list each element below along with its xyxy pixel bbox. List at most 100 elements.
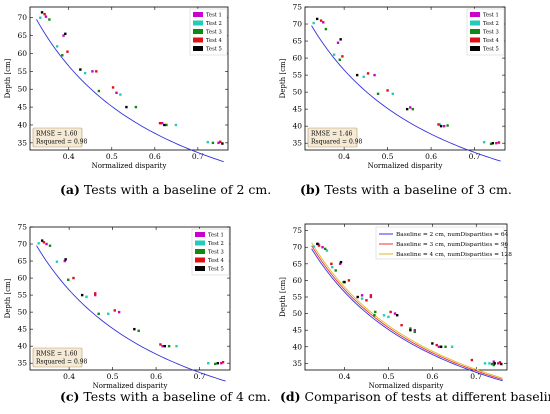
data-point-series-1 bbox=[321, 246, 324, 249]
fit-curve-3 bbox=[311, 242, 503, 379]
legend-swatch-1 bbox=[193, 12, 203, 17]
x-tick-label: 0.5 bbox=[382, 152, 394, 161]
data-point-series-1 bbox=[63, 259, 66, 263]
data-point-series-4 bbox=[95, 70, 98, 73]
legend-swatch-2 bbox=[193, 20, 203, 26]
data-point-series-4 bbox=[437, 123, 440, 126]
data-point-series-2 bbox=[438, 123, 441, 126]
y-tick-label: 65 bbox=[292, 37, 302, 46]
data-point-series-4 bbox=[66, 50, 69, 53]
data-point-series-1 bbox=[360, 294, 364, 297]
chart-d: 0.4 0.5 0.6 0.7 35 40 45 50 55 60 65 70 75 Normalized… bbox=[279, 223, 512, 390]
legend-label-1: Test 1 bbox=[483, 13, 499, 19]
data-point-series-5 bbox=[355, 73, 359, 77]
y-tick-label: 45 bbox=[17, 325, 27, 334]
data-point-series-2 bbox=[331, 265, 334, 269]
data-point-series-2 bbox=[207, 361, 210, 365]
y-tick-label: 70 bbox=[292, 243, 302, 252]
data-point-series-3 bbox=[411, 107, 415, 111]
legend-label-5: Test 5 bbox=[483, 47, 499, 53]
caption-c-label: (c) bbox=[60, 389, 80, 404]
legend-swatch-1 bbox=[470, 12, 480, 17]
stats-line-1: RMSE = 1.46 bbox=[311, 131, 353, 138]
x-tick-label: 0.5 bbox=[106, 152, 118, 161]
data-point-series-5 bbox=[216, 361, 220, 365]
panel-a: 0.4 0.5 0.6 0.7 35 40 45 50 55 60 65 70 Normalized d… bbox=[0, 0, 275, 207]
x-tick-label: 0.4 bbox=[339, 372, 351, 381]
data-point-series-3 bbox=[61, 54, 64, 57]
legend-swatch-2 bbox=[470, 20, 480, 26]
data-point-series-5 bbox=[163, 123, 166, 127]
data-point-series-1 bbox=[437, 345, 441, 348]
data-point-series-1 bbox=[413, 328, 416, 332]
caption-c: (c) Tests with a baseline of 4 cm. bbox=[60, 389, 271, 404]
data-point-series-4 bbox=[42, 241, 46, 244]
y-tick-label: 45 bbox=[292, 105, 302, 114]
x-axis-label: Normalized disparity bbox=[92, 162, 167, 170]
y-tick-label: 55 bbox=[292, 71, 302, 80]
legend-label-2: Test 2 bbox=[206, 21, 222, 27]
y-tick-label: 35 bbox=[17, 138, 27, 147]
x-tick-label: 0.7 bbox=[194, 372, 206, 381]
data-point-series-4 bbox=[158, 121, 162, 125]
fit-curve-1 bbox=[311, 25, 501, 162]
legend-label-2: Test 2 bbox=[483, 21, 499, 27]
data-point-series-4 bbox=[389, 310, 392, 314]
y-tick-label: 65 bbox=[17, 31, 27, 40]
data-point-series-5 bbox=[79, 68, 82, 71]
legend-swatch-5 bbox=[195, 266, 205, 271]
data-point-series-1 bbox=[322, 21, 325, 24]
y-tick-label: 40 bbox=[17, 342, 27, 351]
data-point-series-5 bbox=[500, 362, 503, 366]
data-point-series-5 bbox=[221, 142, 224, 145]
data-point-series-2 bbox=[387, 315, 390, 319]
data-point-series-1 bbox=[338, 262, 342, 266]
data-point-series-5 bbox=[405, 107, 409, 111]
data-point-series-3 bbox=[338, 58, 341, 61]
data-point-series-5 bbox=[493, 362, 496, 365]
x-tick-label: 0.7 bbox=[470, 372, 482, 381]
fit-curve-1 bbox=[311, 248, 503, 382]
data-point-series-1 bbox=[393, 312, 397, 315]
panel-d: 0.4 0.5 0.6 0.7 35 40 45 50 55 60 65 70 75 Normalized… bbox=[275, 207, 550, 414]
legend-label-3: Test 3 bbox=[483, 30, 499, 36]
chart-c: 0.4 0.5 0.6 0.7 35 40 45 50 55 60 65 70 75 Normalized… bbox=[4, 223, 231, 390]
y-tick-label: 50 bbox=[292, 88, 302, 97]
data-point-series-5 bbox=[431, 342, 434, 345]
x-tick-label: 0.6 bbox=[149, 152, 161, 161]
data-point-series-4 bbox=[219, 140, 222, 143]
data-point-series-1 bbox=[44, 15, 48, 18]
y-tick-label: 75 bbox=[292, 3, 302, 12]
x-tick-label: 0.5 bbox=[107, 372, 119, 381]
data-point-series-3 bbox=[374, 310, 377, 314]
data-point-series-3 bbox=[134, 105, 138, 109]
data-point-series-4 bbox=[221, 360, 225, 364]
data-point-series-5 bbox=[409, 328, 412, 332]
data-point-series-2 bbox=[382, 314, 386, 317]
data-point-series-5 bbox=[439, 124, 443, 128]
data-point-series-3 bbox=[211, 141, 215, 145]
data-point-series-4 bbox=[319, 19, 323, 22]
x-tick-label: 0.4 bbox=[63, 152, 75, 161]
data-point-series-4 bbox=[159, 343, 162, 346]
data-point-series-2 bbox=[362, 75, 365, 78]
legend-swatch-5 bbox=[470, 46, 480, 51]
y-axis-label: Depth [cm] bbox=[279, 277, 287, 317]
caption-d: (d) Comparison of tests at different bas… bbox=[280, 389, 550, 404]
y-tick-label: 60 bbox=[292, 54, 302, 63]
y-tick-label: 35 bbox=[17, 359, 27, 368]
data-point-series-1 bbox=[115, 91, 118, 94]
y-tick-label: 50 bbox=[292, 309, 302, 318]
y-tick-label: 65 bbox=[292, 259, 302, 268]
caption-b-text: Tests with a baseline of 3 cm. bbox=[320, 182, 512, 197]
stats-line-2: Rsquared = 0.98 bbox=[36, 359, 88, 366]
y-tick-label: 40 bbox=[17, 120, 27, 129]
data-point-series-4 bbox=[497, 141, 501, 144]
plot-frame bbox=[29, 6, 229, 151]
stats-box bbox=[32, 127, 83, 148]
y-tick-label: 70 bbox=[292, 20, 302, 29]
data-point-series-4 bbox=[369, 294, 373, 297]
data-point-series-4 bbox=[365, 299, 368, 302]
data-point-series-3 bbox=[48, 18, 51, 21]
y-tick-label: 75 bbox=[17, 223, 27, 232]
